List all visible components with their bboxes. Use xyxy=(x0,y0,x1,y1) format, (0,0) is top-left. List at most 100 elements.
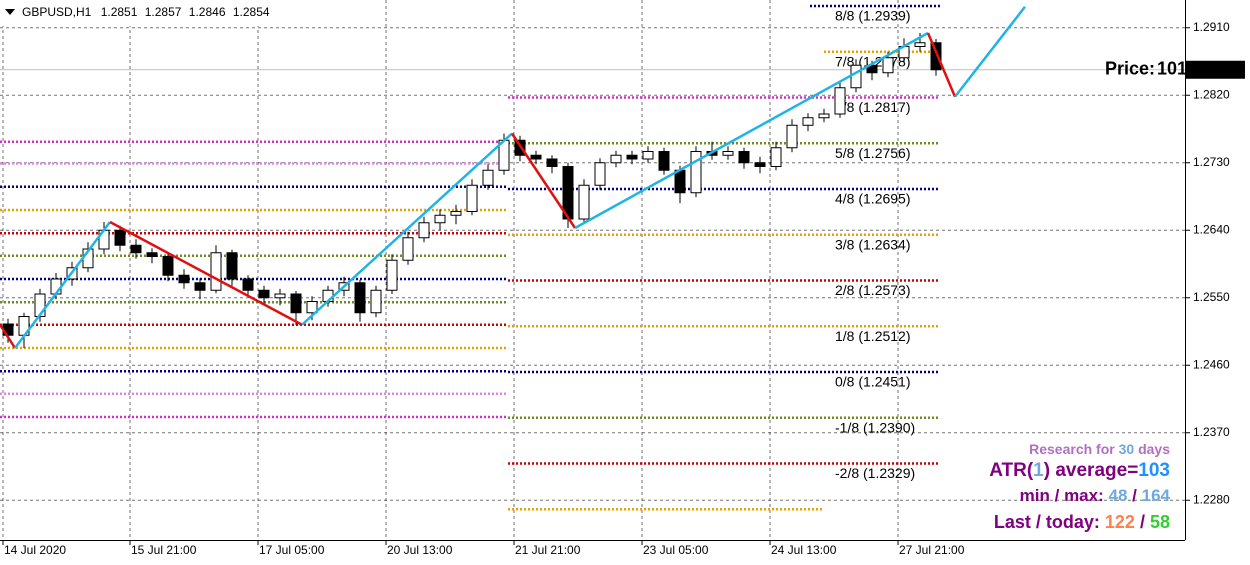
candle-body xyxy=(370,289,382,314)
candle-body xyxy=(674,169,686,194)
candle-body xyxy=(786,124,798,149)
candle-body xyxy=(242,278,254,291)
candle-body xyxy=(834,87,846,115)
low: 1.2846 xyxy=(189,5,226,19)
candle-body xyxy=(306,301,318,314)
candle-body xyxy=(386,259,398,291)
candle-body xyxy=(818,113,830,119)
price-box-label: 1.2854 xyxy=(1193,62,1230,76)
candle-body xyxy=(130,244,142,254)
candle-body xyxy=(466,184,478,212)
candle-body xyxy=(882,57,894,74)
level-label: 5/8 (1.2756) xyxy=(835,145,911,161)
candle-body xyxy=(578,184,590,220)
high: 1.2857 xyxy=(145,5,182,19)
minmax-line: min / max: 48 / 164 xyxy=(1020,486,1171,505)
y-tick-label: 1.2280 xyxy=(1193,492,1230,506)
candle-body xyxy=(626,154,638,160)
min: 48 xyxy=(1109,486,1128,505)
today: 58 xyxy=(1150,512,1170,532)
candle-body xyxy=(914,42,926,47)
zigzag-segment xyxy=(954,5,1026,98)
candle-body xyxy=(114,229,126,246)
candle-body xyxy=(418,222,430,239)
y-tick-label: 1.2730 xyxy=(1193,155,1230,169)
sep: / xyxy=(1132,486,1137,505)
text: Research for xyxy=(1029,441,1115,457)
candle-body xyxy=(610,154,622,164)
price-caption: Price: xyxy=(1105,59,1155,79)
candle-body xyxy=(802,117,814,126)
atr-line: ATR(1) average=103 xyxy=(989,460,1170,481)
header: GBPUSD,H1 1.2851 1.2857 1.2846 1.2854 xyxy=(22,5,270,19)
zigzag-segment xyxy=(109,220,303,326)
close: 1.2854 xyxy=(233,5,270,19)
zigzag-segment xyxy=(510,132,577,229)
atr-period: 1 xyxy=(1033,460,1044,481)
candle-body xyxy=(482,169,494,186)
text: ATR( xyxy=(989,460,1034,481)
y-tick-label: 1.2550 xyxy=(1193,290,1230,304)
max: 164 xyxy=(1142,486,1171,505)
plot-area: 8/8 (1.2939)7/8 (1.2878)6/8 (1.2817)5/8 … xyxy=(0,0,1185,540)
symbol: GBPUSD,H1 xyxy=(22,5,92,19)
x-tick-label: 23 Jul 05:00 xyxy=(643,543,709,557)
x-tick-label: 20 Jul 13:00 xyxy=(387,543,453,557)
text: days xyxy=(1138,441,1170,457)
sep: / xyxy=(1140,512,1145,532)
price-value: 101 xyxy=(1157,59,1187,79)
candle-body xyxy=(162,256,174,276)
candle-body xyxy=(178,274,190,284)
last: 122 xyxy=(1105,512,1135,532)
level-label: -2/8 (1.2329) xyxy=(835,465,915,481)
zigzag-segment xyxy=(574,31,929,230)
text: ) average= xyxy=(1044,460,1139,481)
y-tick-label: 1.2460 xyxy=(1193,357,1230,371)
menu-arrow xyxy=(5,9,15,15)
level-label: 2/8 (1.2573) xyxy=(835,282,911,298)
level-label: 0/8 (1.2451) xyxy=(835,374,911,390)
candle-body xyxy=(146,252,158,257)
x-tick-label: 15 Jul 21:00 xyxy=(131,543,197,557)
candle-body xyxy=(450,211,462,216)
candle-body xyxy=(290,293,302,314)
candle-body xyxy=(402,237,414,261)
candle-body xyxy=(274,293,286,299)
candle-body xyxy=(642,151,654,160)
zigzag-segment xyxy=(0,324,17,349)
candle-body xyxy=(658,151,670,171)
level-label: 4/8 (1.2695) xyxy=(835,191,911,207)
text: min / max: xyxy=(1020,486,1104,505)
zigzag-segment xyxy=(301,132,513,326)
candle-body xyxy=(690,151,702,194)
zigzag-segment xyxy=(926,32,957,98)
zigzag-segment xyxy=(14,221,111,349)
y-tick-label: 1.2820 xyxy=(1193,87,1230,101)
text: Last / today: xyxy=(994,512,1100,532)
candle-body xyxy=(738,151,750,164)
level-label: 3/8 (1.2634) xyxy=(835,236,911,252)
candle-body xyxy=(930,42,942,71)
price-box xyxy=(1185,60,1245,79)
level-label: -1/8 (1.2390) xyxy=(835,419,915,435)
x-tick-label: 21 Jul 21:00 xyxy=(515,543,581,557)
x-tick-label: 24 Jul 13:00 xyxy=(771,543,837,557)
candle-body xyxy=(850,64,862,89)
candle-body xyxy=(226,252,238,280)
open: 1.2851 xyxy=(101,5,138,19)
candle-body xyxy=(354,282,366,314)
last-line: Last / today: 122 / 58 xyxy=(994,512,1170,532)
candle-body xyxy=(258,289,270,299)
candle-body xyxy=(434,214,446,224)
candle-body xyxy=(530,154,542,160)
x-tick-label: 17 Jul 05:00 xyxy=(259,543,325,557)
info-panel: Research for 30 days ATR(1) average=103 … xyxy=(989,441,1170,532)
research-line: Research for 30 days xyxy=(1029,441,1170,457)
x-tick-label: 14 Jul 2020 xyxy=(4,543,66,557)
candle-body xyxy=(194,282,206,291)
atr-value: 103 xyxy=(1138,460,1170,481)
candle-body xyxy=(754,162,766,167)
days: 30 xyxy=(1119,441,1135,457)
y-tick-label: 1.2640 xyxy=(1193,222,1230,236)
